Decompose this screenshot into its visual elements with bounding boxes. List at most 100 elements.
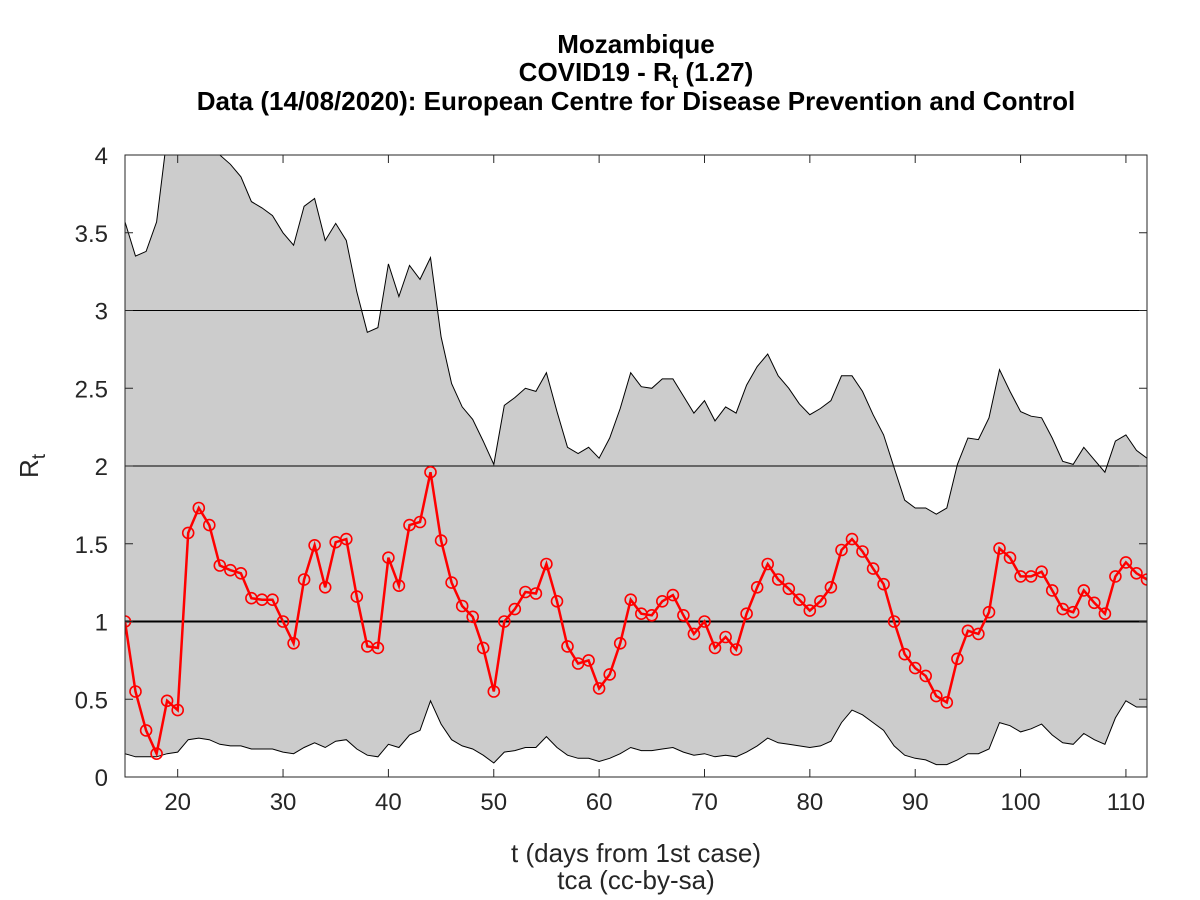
rt-point xyxy=(561,640,574,653)
rt-point xyxy=(750,580,764,594)
rt-point xyxy=(814,594,827,608)
x-tick-label: 40 xyxy=(375,789,402,816)
rt-point xyxy=(782,582,796,596)
rt-point xyxy=(993,542,1006,555)
rt-point xyxy=(1035,565,1048,579)
rt-point xyxy=(1003,551,1017,565)
rt-point xyxy=(297,573,311,586)
rt-point xyxy=(308,538,321,552)
rt-point xyxy=(181,526,195,540)
x-tick-label: 100 xyxy=(1001,789,1041,816)
x-tick-label: 80 xyxy=(796,789,823,816)
rt-point xyxy=(866,562,880,575)
y-tick-label: 2.5 xyxy=(75,376,108,403)
y-tick-label: 0.5 xyxy=(75,687,108,714)
rt-point xyxy=(929,689,943,703)
chart-title-country: Mozambique xyxy=(557,29,714,59)
rt-point xyxy=(487,685,501,698)
band-area xyxy=(125,155,1147,765)
rt-point xyxy=(898,647,912,661)
rt-point xyxy=(972,627,985,641)
rt-point xyxy=(1098,607,1112,621)
rt-point xyxy=(171,703,184,717)
rt-point xyxy=(687,627,701,641)
rt-point xyxy=(339,532,353,546)
rt-point xyxy=(213,559,227,572)
rt-point xyxy=(392,579,406,593)
y-tick-label: 4 xyxy=(95,143,108,170)
x-tick-label: 30 xyxy=(270,789,297,816)
rt-point xyxy=(835,543,848,557)
rt-point xyxy=(497,615,511,628)
rt-point xyxy=(266,593,279,607)
rt-point xyxy=(540,557,553,571)
rt-point xyxy=(582,654,595,667)
rt-point xyxy=(603,668,617,681)
rt-point xyxy=(318,580,332,594)
rt-point xyxy=(1045,584,1059,597)
rt-point xyxy=(877,577,890,591)
rt-point xyxy=(508,602,522,616)
reference-lines xyxy=(125,310,1147,623)
y-tick-label: 3.5 xyxy=(75,221,108,248)
chart-title-metric: COVID19 - Rt (1.27) xyxy=(519,57,754,93)
y-tick-label: 3 xyxy=(95,299,108,326)
rt-point xyxy=(529,587,543,600)
rt-point xyxy=(1130,566,1143,580)
rt-point xyxy=(919,669,933,683)
rt-point xyxy=(1077,584,1091,597)
band-lower-line xyxy=(125,699,1147,766)
rt-point xyxy=(1066,605,1080,619)
rt-point xyxy=(698,615,711,628)
rt-point xyxy=(455,599,469,613)
rt-point xyxy=(592,682,606,695)
rt-point xyxy=(908,661,922,675)
x-tick-label: 60 xyxy=(586,789,613,816)
rt-point xyxy=(424,465,437,479)
y-tick-label: 1.5 xyxy=(75,532,108,559)
x-tick-label: 90 xyxy=(902,789,929,816)
x-tick-label: 20 xyxy=(164,789,191,816)
chart-title-source: Data (14/08/2020): European Centre for D… xyxy=(197,86,1075,116)
rt-point xyxy=(434,534,448,547)
axis-ticks: 20 30 40 50 60 70 80 90 100 110 0 0.5 1 1.5 2 2.5 3 3.5 4 xyxy=(75,143,1147,816)
y-tick-label: 0 xyxy=(95,765,108,792)
rt-point xyxy=(1024,570,1038,583)
rt-point xyxy=(476,641,490,655)
rt-point xyxy=(887,615,901,628)
rt-point xyxy=(940,696,954,709)
rt-point xyxy=(729,643,743,656)
rt-line xyxy=(125,471,1147,758)
rt-point xyxy=(234,566,248,580)
rt-point xyxy=(655,594,669,608)
rt-point xyxy=(192,501,206,515)
rt-point xyxy=(445,576,458,589)
x-tick-label: 50 xyxy=(480,789,507,816)
rt-point xyxy=(666,588,680,602)
rt-point xyxy=(1088,596,1101,610)
y-tick-label: 1 xyxy=(95,610,108,637)
rt-point xyxy=(203,518,216,532)
rt-point xyxy=(350,590,364,603)
rt-point xyxy=(466,610,480,624)
rt-point xyxy=(1140,573,1147,586)
credit-label: tca (cc-by-sa) xyxy=(557,865,714,895)
x-axis-label: t (days from 1st case) xyxy=(511,838,761,868)
confidence-band xyxy=(125,155,1147,766)
rt-point xyxy=(677,608,690,622)
rt-point xyxy=(719,630,732,644)
rt-point xyxy=(160,694,174,708)
rt-point xyxy=(982,605,996,619)
rt-point xyxy=(129,685,142,698)
x-tick-label: 70 xyxy=(691,789,718,816)
rt-point xyxy=(287,636,300,650)
rt-point xyxy=(413,515,427,529)
rt-point xyxy=(803,604,817,617)
rt-point xyxy=(845,532,859,546)
rt-point xyxy=(645,608,659,622)
y-axis-label: Rt xyxy=(14,453,50,478)
rt-point xyxy=(824,580,838,594)
rt-point xyxy=(371,641,385,655)
rt-point xyxy=(150,747,163,761)
